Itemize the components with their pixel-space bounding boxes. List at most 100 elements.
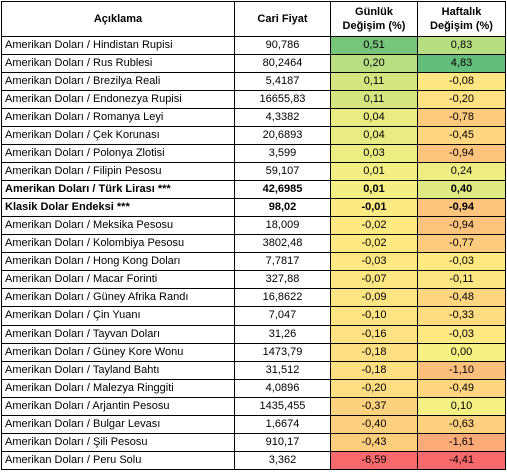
currency-pair-cell: Amerikan Doları / Arjantin Pesosu	[1, 396, 235, 416]
table-row: Amerikan Doları / Türk Lirası *** 42,6985…	[1, 180, 506, 200]
table-body: Amerikan Doları / Hindistan Rupisi 90,786…	[1, 35, 506, 471]
currency-pair-cell: Amerikan Doları / Polonya Zlotisi	[1, 144, 235, 164]
daily-header-line2: Değişim (%)	[342, 20, 406, 32]
currency-pair-cell: Amerikan Doları / Türk Lirası ***	[1, 180, 235, 200]
daily-change-cell: 0,11	[330, 72, 418, 92]
daily-change-cell: 0,51	[330, 35, 418, 56]
currency-pair-cell: Amerikan Doları / Şili Pesosu	[1, 432, 235, 452]
currency-pair-cell: Amerikan Doları / Malezya Ringgiti	[1, 378, 235, 398]
currency-pair-cell: Amerikan Doları / Endonezya Rupisi	[1, 90, 235, 110]
current-price-cell: 7,047	[234, 306, 331, 326]
table-row: Amerikan Doları / Tayland Bahtı 31,512 -0,…	[1, 360, 506, 380]
daily-change-cell: -0,02	[330, 216, 418, 236]
weekly-change-cell: -1,61	[417, 432, 506, 452]
daily-change-cell: -0,16	[330, 324, 418, 344]
weekly-change-cell: -0,78	[417, 108, 506, 128]
currency-pair-cell: Amerikan Doları / Güney Afrika Randı	[1, 288, 235, 308]
weekly-change-cell: -0,03	[417, 324, 506, 344]
daily-change-cell: -0,10	[330, 306, 418, 326]
weekly-change-cell: -1,10	[417, 360, 506, 380]
current-price-cell: 7,7817	[234, 252, 331, 272]
daily-change-cell: -0,07	[330, 270, 418, 290]
table-row: Amerikan Doları / Şili Pesosu 910,17 -0,43…	[1, 432, 506, 452]
table-row: Klasik Dolar Endeksi *** 98,02 -0,01 -0,94	[1, 198, 506, 218]
currency-pair-cell: Amerikan Doları / Rus Rublesi	[1, 54, 235, 74]
table-row: Amerikan Doları / Arjantin Pesosu 1435,45…	[1, 396, 506, 416]
table-row: Amerikan Doları / Güney Kore Wonu 1473,79…	[1, 342, 506, 362]
current-price-cell: 16,8622	[234, 288, 331, 308]
table-row: Amerikan Doları / Meksika Pesosu 18,009 -0…	[1, 216, 506, 236]
table-row: Amerikan Doları / Tayvan Doları 31,26 -0,1…	[1, 324, 506, 344]
table-row: Amerikan Doları / Endonezya Rupisi 16655,…	[1, 90, 506, 110]
daily-change-cell: -0,03	[330, 252, 418, 272]
weekly-change-cell: 0,40	[417, 180, 506, 200]
current-price-cell: 59,107	[234, 162, 331, 182]
daily-change-cell: -6,59	[330, 450, 418, 471]
daily-change-cell: -0,43	[330, 432, 418, 452]
weekly-change-cell: -4,41	[417, 450, 506, 471]
daily-change-cell: -0,20	[330, 378, 418, 398]
weekly-change-cell: 0,00	[417, 342, 506, 362]
daily-change-cell: 0,04	[330, 108, 418, 128]
daily-change-cell: -0,37	[330, 396, 418, 416]
weekly-change-cell: -0,94	[417, 144, 506, 164]
current-price-cell: 4,0896	[234, 378, 331, 398]
table-row: Amerikan Doları / Macar Forinti 327,88 -0,…	[1, 270, 506, 290]
daily-change-cell: 0,20	[330, 54, 418, 74]
weekly-change-cell: -0,63	[417, 414, 506, 434]
daily-change-cell: 0,01	[330, 162, 418, 182]
table-row: Amerikan Doları / Çin Yuanı 7,047 -0,10 -0,…	[1, 306, 506, 326]
current-price-cell: 31,26	[234, 324, 331, 344]
table-row: Amerikan Doları / Polonya Zlotisi 3,599 0,…	[1, 144, 506, 164]
daily-change-cell: 0,04	[330, 126, 418, 146]
weekly-change-cell: 0,24	[417, 162, 506, 182]
daily-change-cell: -0,09	[330, 288, 418, 308]
table-header: Açıklama Cari Fiyat Günlük Değişim (%) H…	[1, 1, 506, 37]
current-price-cell: 18,009	[234, 216, 331, 236]
table-row: Amerikan Doları / Güney Afrika Randı 16,8…	[1, 288, 506, 308]
weekly-change-cell: -0,33	[417, 306, 506, 326]
price-column-header: Cari Fiyat	[234, 1, 331, 37]
table-row: Amerikan Doları / Kolombiya Pesosu 3802,4…	[1, 234, 506, 254]
weekly-change-cell: -0,03	[417, 252, 506, 272]
currency-pair-cell: Amerikan Doları / Hindistan Rupisi	[1, 35, 235, 56]
currency-pair-cell: Amerikan Doları / Güney Kore Wonu	[1, 342, 235, 362]
weekly-header-line1: Haftalık	[441, 6, 482, 18]
currency-pair-cell: Amerikan Doları / Brezilya Reali	[1, 72, 235, 92]
current-price-cell: 3802,48	[234, 234, 331, 254]
description-column-header: Açıklama	[1, 1, 235, 37]
current-price-cell: 3,362	[234, 450, 331, 471]
table-row: Amerikan Doları / Romanya Leyi 4,3382 0,04…	[1, 108, 506, 128]
current-price-cell: 3,599	[234, 144, 331, 164]
table-row: Amerikan Doları / Hindistan Rupisi 90,786…	[1, 35, 506, 56]
currency-pair-cell: Amerikan Doları / Tayland Bahtı	[1, 360, 235, 380]
table-row: Amerikan Doları / Brezilya Reali 5,4187 0,…	[1, 72, 506, 92]
weekly-header-line2: Değişim (%)	[430, 20, 493, 32]
current-price-cell: 98,02	[234, 198, 331, 218]
current-price-cell: 5,4187	[234, 72, 331, 92]
table-row: Amerikan Doları / Hong Kong Doları 7,7817…	[1, 252, 506, 272]
daily-change-cell: -0,18	[330, 360, 418, 380]
currency-pair-cell: Amerikan Doları / Peru Solu	[1, 450, 235, 471]
weekly-change-cell: -0,94	[417, 216, 506, 236]
currency-pair-cell: Amerikan Doları / Çek Korunası	[1, 126, 235, 146]
weekly-change-cell: 0,10	[417, 396, 506, 416]
weekly-change-cell: -0,94	[417, 198, 506, 218]
daily-change-cell: -0,02	[330, 234, 418, 254]
currency-pair-cell: Amerikan Doları / Tayvan Doları	[1, 324, 235, 344]
weekly-change-cell: -0,48	[417, 288, 506, 308]
weekly-change-cell: -0,08	[417, 72, 506, 92]
table-row: Amerikan Doları / Rus Rublesi 80,2464 0,20…	[1, 54, 506, 74]
weekly-change-column-header: Haftalık Değişim (%)	[417, 1, 506, 37]
current-price-cell: 80,2464	[234, 54, 331, 74]
daily-change-cell: 0,03	[330, 144, 418, 164]
daily-change-cell: 0,01	[330, 180, 418, 200]
daily-change-cell: -0,01	[330, 198, 418, 218]
current-price-cell: 910,17	[234, 432, 331, 452]
table-row: Amerikan Doları / Filipin Pesosu 59,107 0,…	[1, 162, 506, 182]
weekly-change-cell: -0,45	[417, 126, 506, 146]
daily-change-cell: 0,11	[330, 90, 418, 110]
currency-pair-cell: Amerikan Doları / Bulgar Levası	[1, 414, 235, 434]
current-price-cell: 16655,83	[234, 90, 331, 110]
